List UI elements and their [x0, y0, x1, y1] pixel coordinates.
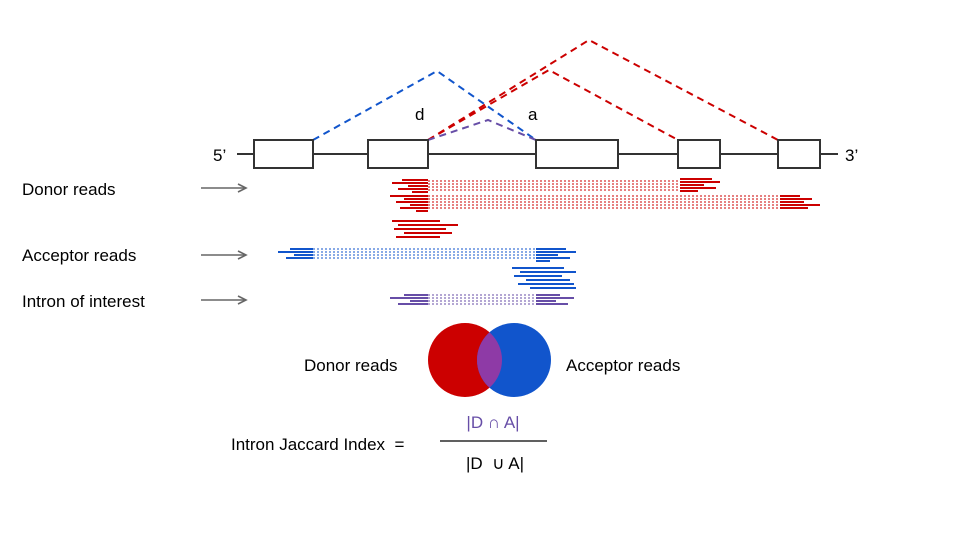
gene-model: 5’ 3’ d a — [213, 105, 858, 169]
donor-splice-arc-1 — [427, 68, 679, 141]
formula-denominator: |D ∪ A| — [466, 454, 524, 473]
acceptor-reads — [278, 248, 576, 289]
exon-3 — [535, 139, 619, 169]
intron-of-interest-arc — [427, 118, 537, 141]
acceptor-site-label: a — [528, 105, 538, 124]
exon-4 — [677, 139, 721, 169]
donor-splice-arc-2 — [427, 38, 779, 141]
intron-row-arrow — [201, 295, 248, 305]
splice-junction-arcs — [312, 38, 779, 141]
intron-of-interest-reads — [390, 294, 574, 305]
donor-site-label: d — [415, 105, 424, 124]
acceptor-row-arrow — [201, 250, 248, 260]
formula-numerator: |D ∩ A| — [466, 413, 519, 432]
venn-overlap — [477, 323, 502, 397]
donor-row-arrow — [201, 183, 248, 193]
venn-donor-label: Donor reads — [304, 356, 398, 375]
acceptor-reads-label: Acceptor reads — [22, 246, 136, 265]
jaccard-formula: Intron Jaccard Index = |D ∩ A| |D ∪ A| — [231, 413, 547, 473]
exon-1 — [253, 139, 314, 169]
venn-acceptor-label: Acceptor reads — [566, 356, 680, 375]
row-labels: Donor reads Acceptor reads Intron of int… — [22, 180, 145, 311]
donor-reads-label: Donor reads — [22, 180, 116, 199]
row-arrows — [201, 183, 248, 305]
exon-2 — [367, 139, 429, 169]
acceptor-splice-arc — [312, 69, 537, 141]
venn-diagram: Donor reads Acceptor reads — [304, 323, 680, 397]
five-prime-label: 5’ — [213, 146, 226, 165]
exon-5 — [777, 139, 821, 169]
intron-of-interest-label: Intron of interest — [22, 292, 145, 311]
donor-reads — [390, 178, 820, 238]
formula-label: Intron Jaccard Index = — [231, 435, 404, 454]
three-prime-label: 3’ — [845, 146, 858, 165]
